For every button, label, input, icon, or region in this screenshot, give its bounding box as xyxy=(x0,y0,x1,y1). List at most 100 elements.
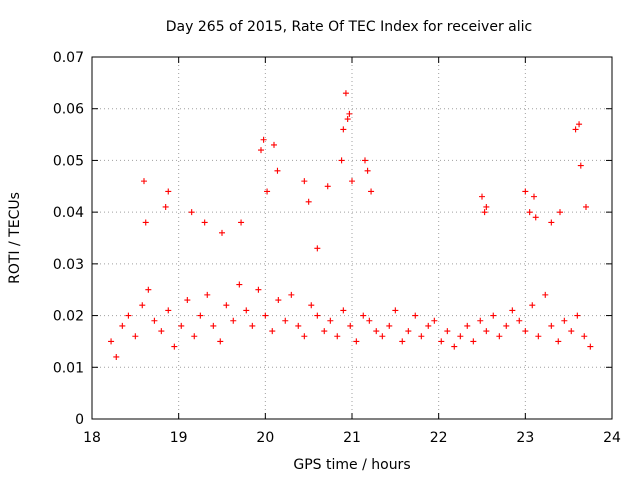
data-point xyxy=(295,322,302,329)
data-point xyxy=(481,209,488,216)
grid xyxy=(92,57,612,419)
data-point xyxy=(178,322,185,329)
data-point xyxy=(171,343,178,350)
data-point xyxy=(314,312,321,319)
data-point xyxy=(364,167,371,174)
data-point xyxy=(308,302,315,309)
data-point xyxy=(353,338,360,345)
x-tick-label: 20 xyxy=(256,430,274,446)
y-tick-label: 0.06 xyxy=(53,102,84,118)
y-axis-label: ROTI / TECUs xyxy=(7,192,23,284)
data-point xyxy=(342,90,349,97)
x-tick-label: 18 xyxy=(83,430,101,446)
data-point xyxy=(139,302,146,309)
data-point xyxy=(576,121,583,128)
data-point xyxy=(165,307,172,314)
data-point xyxy=(542,291,549,298)
data-point xyxy=(405,328,412,335)
data-point xyxy=(275,297,282,304)
y-tick-label: 0.07 xyxy=(53,50,84,66)
data-point xyxy=(509,307,516,314)
data-point xyxy=(347,322,354,329)
data-point xyxy=(188,209,195,216)
data-points xyxy=(108,90,594,360)
data-point xyxy=(399,338,406,345)
data-point xyxy=(288,291,295,298)
data-point xyxy=(258,147,264,154)
x-tick-label: 22 xyxy=(430,430,448,446)
data-point xyxy=(392,307,399,314)
data-point xyxy=(386,322,393,329)
data-point xyxy=(555,338,562,345)
data-point xyxy=(464,322,471,329)
data-point xyxy=(217,338,224,345)
data-point xyxy=(334,333,341,340)
data-point xyxy=(373,328,380,335)
data-point xyxy=(141,178,147,185)
data-point xyxy=(338,157,345,164)
data-point xyxy=(483,203,490,210)
data-point xyxy=(119,322,126,329)
data-point xyxy=(108,338,115,345)
data-point xyxy=(113,353,120,360)
data-point xyxy=(340,307,347,314)
data-point xyxy=(340,126,347,133)
x-axis-label: GPS time / hours xyxy=(293,457,410,473)
data-point xyxy=(184,297,191,304)
data-point xyxy=(548,322,555,329)
data-point xyxy=(162,203,169,210)
data-point xyxy=(529,302,536,309)
data-point xyxy=(158,328,165,335)
data-point xyxy=(145,286,152,293)
data-point xyxy=(574,312,581,319)
data-point xyxy=(572,126,579,133)
data-point xyxy=(269,328,276,335)
data-point xyxy=(204,291,211,298)
x-tick-label: 21 xyxy=(343,430,361,446)
data-point xyxy=(260,136,267,143)
y-tick-label: 0.04 xyxy=(53,205,84,221)
data-point xyxy=(368,188,375,195)
data-point xyxy=(165,188,172,195)
data-point xyxy=(132,333,139,340)
data-point xyxy=(360,312,367,319)
data-point xyxy=(503,322,510,329)
data-point xyxy=(577,162,584,169)
data-point xyxy=(243,307,250,314)
data-point xyxy=(255,286,262,293)
data-point xyxy=(238,219,245,226)
data-point xyxy=(271,141,277,148)
y-tick-label: 0.02 xyxy=(53,309,84,325)
axis-ticks: 18 19 20 21 22 23 24 0 0.01 0.02 0.03 0.04 0.05 0.06 0… xyxy=(53,50,621,446)
data-point xyxy=(344,116,351,123)
data-point xyxy=(548,219,555,226)
y-tick-label: 0.05 xyxy=(53,153,84,169)
data-point xyxy=(522,188,529,195)
data-point xyxy=(470,338,477,345)
data-point xyxy=(496,333,503,340)
data-point xyxy=(314,245,321,252)
data-point xyxy=(516,317,523,324)
data-point xyxy=(151,317,158,324)
data-point xyxy=(557,209,563,216)
data-point xyxy=(532,214,539,221)
data-point xyxy=(561,317,568,324)
data-point xyxy=(264,188,271,195)
data-point xyxy=(581,333,588,340)
data-point xyxy=(531,193,537,200)
data-point xyxy=(522,328,529,335)
x-tick-label: 24 xyxy=(603,430,621,446)
y-tick-label: 0.03 xyxy=(53,257,84,273)
chart-title: Day 265 of 2015, Rate Of TEC Index for r… xyxy=(166,19,532,35)
y-tick-label: 0.01 xyxy=(53,360,84,376)
data-point xyxy=(349,178,355,185)
data-point xyxy=(479,193,485,200)
data-point xyxy=(568,328,575,335)
x-tick-label: 23 xyxy=(516,430,534,446)
data-point xyxy=(230,317,237,324)
data-point xyxy=(301,333,308,340)
data-point xyxy=(583,203,589,210)
data-point xyxy=(379,333,386,340)
data-point xyxy=(444,328,451,335)
